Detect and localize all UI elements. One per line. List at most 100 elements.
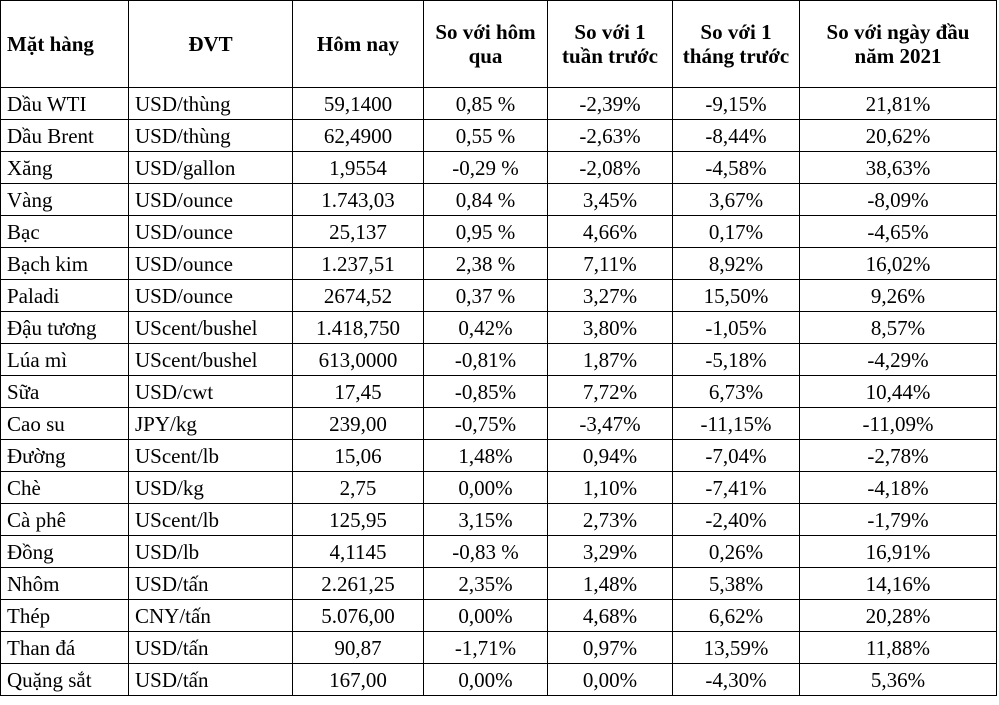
change-ytd-cell: -4,65%: [799, 215, 997, 248]
table-row: Thép CNY/tấn 5.076,00 0,00% 4,68% 6,62% 20,28%: [0, 599, 997, 632]
table-row: Vàng USD/ounce 1.743,03 0,84 % 3,45% 3,67% -8,…: [0, 183, 997, 216]
change-week-cell: 1,10%: [547, 471, 673, 504]
header-today: Hôm nay: [292, 0, 424, 88]
change-month-cell: 5,38%: [672, 567, 800, 600]
header-commodity: Mặt hàng: [0, 0, 129, 88]
change-ytd-cell: 11,88%: [799, 631, 997, 664]
change-week-cell: 3,80%: [547, 311, 673, 344]
change-week-cell: -2,08%: [547, 151, 673, 184]
price-today-cell: 239,00: [292, 407, 424, 440]
change-month-cell: 8,92%: [672, 247, 800, 280]
change-month-cell: -11,15%: [672, 407, 800, 440]
table-row: Chè USD/kg 2,75 0,00% 1,10% -7,41% -4,18%: [0, 471, 997, 504]
change-day-cell: 0,37 %: [423, 279, 548, 312]
price-today-cell: 1.237,51: [292, 247, 424, 280]
change-ytd-cell: 5,36%: [799, 663, 997, 696]
price-today-cell: 4,1145: [292, 535, 424, 568]
unit-cell: UScent/lb: [128, 439, 293, 472]
price-today-cell: 2.261,25: [292, 567, 424, 600]
commodity-name-cell: Quặng sắt: [0, 663, 129, 696]
table-row: Bạc USD/ounce 25,137 0,95 % 4,66% 0,17% -4,65%: [0, 215, 997, 248]
price-today-cell: 1.418,750: [292, 311, 424, 344]
change-ytd-cell: 21,81%: [799, 87, 997, 120]
commodity-name-cell: Paladi: [0, 279, 129, 312]
change-day-cell: 0,55 %: [423, 119, 548, 152]
table-row: Lúa mì UScent/bushel 613,0000 -0,81% 1,87% -5…: [0, 343, 997, 376]
commodity-name-cell: Đồng: [0, 535, 129, 568]
change-month-cell: -7,04%: [672, 439, 800, 472]
header-vs-year-start: So với ngày đầu năm 2021: [799, 0, 997, 88]
unit-cell: UScent/bushel: [128, 343, 293, 376]
change-day-cell: -0,85%: [423, 375, 548, 408]
table-row: Cao su JPY/kg 239,00 -0,75% -3,47% -11,15% -11…: [0, 407, 997, 440]
unit-cell: USD/tấn: [128, 663, 293, 696]
change-day-cell: 0,85 %: [423, 87, 548, 120]
change-week-cell: 0,94%: [547, 439, 673, 472]
change-ytd-cell: 20,62%: [799, 119, 997, 152]
commodity-name-cell: Đường: [0, 439, 129, 472]
change-month-cell: -2,40%: [672, 503, 800, 536]
table-body: Dầu WTI USD/thùng 59,1400 0,85 % -2,39% -9,15…: [0, 87, 997, 696]
price-today-cell: 62,4900: [292, 119, 424, 152]
change-week-cell: 3,29%: [547, 535, 673, 568]
unit-cell: UScent/lb: [128, 503, 293, 536]
price-today-cell: 17,45: [292, 375, 424, 408]
change-week-cell: -2,39%: [547, 87, 673, 120]
commodity-name-cell: Chè: [0, 471, 129, 504]
change-month-cell: 3,67%: [672, 183, 800, 216]
commodity-name-cell: Lúa mì: [0, 343, 129, 376]
commodity-name-cell: Sữa: [0, 375, 129, 408]
change-day-cell: 2,35%: [423, 567, 548, 600]
unit-cell: USD/thùng: [128, 87, 293, 120]
change-ytd-cell: 14,16%: [799, 567, 997, 600]
change-month-cell: 0,26%: [672, 535, 800, 568]
unit-cell: UScent/bushel: [128, 311, 293, 344]
commodity-name-cell: Xăng: [0, 151, 129, 184]
change-month-cell: 0,17%: [672, 215, 800, 248]
change-ytd-cell: -4,18%: [799, 471, 997, 504]
change-week-cell: 3,27%: [547, 279, 673, 312]
table-row: Đậu tương UScent/bushel 1.418,750 0,42% 3,80…: [0, 311, 997, 344]
change-day-cell: 0,84 %: [423, 183, 548, 216]
change-ytd-cell: -8,09%: [799, 183, 997, 216]
table-row: Paladi USD/ounce 2674,52 0,37 % 3,27% 15,50% 9…: [0, 279, 997, 312]
price-today-cell: 125,95: [292, 503, 424, 536]
change-month-cell: 6,62%: [672, 599, 800, 632]
change-day-cell: 0,00%: [423, 663, 548, 696]
change-ytd-cell: 20,28%: [799, 599, 997, 632]
price-today-cell: 90,87: [292, 631, 424, 664]
table-row: Dầu Brent USD/thùng 62,4900 0,55 % -2,63% -8,…: [0, 119, 997, 152]
commodity-name-cell: Thép: [0, 599, 129, 632]
table-row: Nhôm USD/tấn 2.261,25 2,35% 1,48% 5,38% 14,16%: [0, 567, 997, 600]
change-week-cell: 1,87%: [547, 343, 673, 376]
commodity-name-cell: Dầu Brent: [0, 119, 129, 152]
commodity-name-cell: Đậu tương: [0, 311, 129, 344]
header-row: Mặt hàng ĐVT Hôm nay So với hôm qua So v…: [0, 0, 997, 88]
unit-cell: USD/ounce: [128, 279, 293, 312]
commodity-name-cell: Bạc: [0, 215, 129, 248]
unit-cell: USD/gallon: [128, 151, 293, 184]
unit-cell: USD/cwt: [128, 375, 293, 408]
commodity-name-cell: Bạch kim: [0, 247, 129, 280]
change-week-cell: 1,48%: [547, 567, 673, 600]
change-day-cell: 0,95 %: [423, 215, 548, 248]
change-ytd-cell: -1,79%: [799, 503, 997, 536]
table-row: Dầu WTI USD/thùng 59,1400 0,85 % -2,39% -9,15…: [0, 87, 997, 120]
change-ytd-cell: 9,26%: [799, 279, 997, 312]
change-month-cell: 6,73%: [672, 375, 800, 408]
price-today-cell: 1,9554: [292, 151, 424, 184]
commodity-name-cell: Nhôm: [0, 567, 129, 600]
price-today-cell: 2,75: [292, 471, 424, 504]
unit-cell: CNY/tấn: [128, 599, 293, 632]
change-week-cell: 0,00%: [547, 663, 673, 696]
change-ytd-cell: -2,78%: [799, 439, 997, 472]
change-ytd-cell: 16,02%: [799, 247, 997, 280]
unit-cell: USD/ounce: [128, 215, 293, 248]
change-month-cell: -8,44%: [672, 119, 800, 152]
change-week-cell: 0,97%: [547, 631, 673, 664]
table-header: Mặt hàng ĐVT Hôm nay So với hôm qua So v…: [0, 0, 997, 88]
header-unit: ĐVT: [128, 0, 293, 88]
commodity-name-cell: Cà phê: [0, 503, 129, 536]
unit-cell: USD/ounce: [128, 183, 293, 216]
header-vs-week: So với 1 tuần trước: [547, 0, 673, 88]
